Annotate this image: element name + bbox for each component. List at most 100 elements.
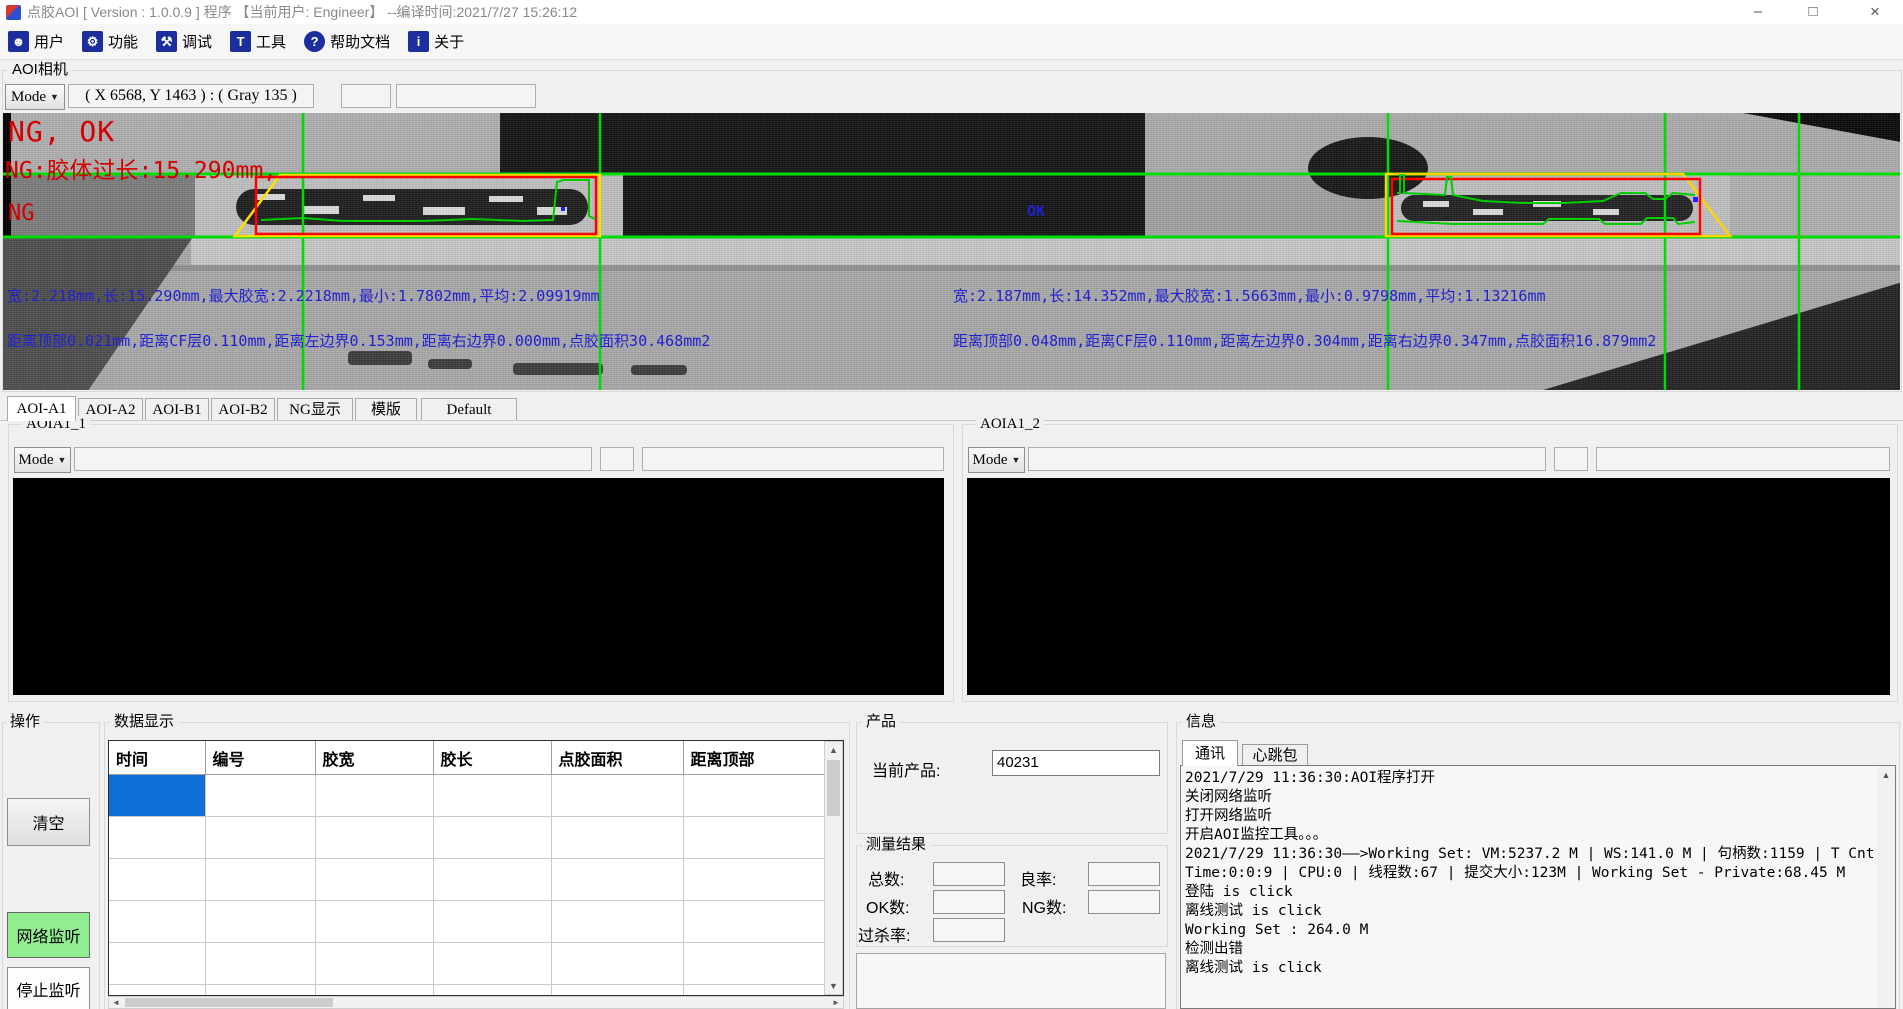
selected-cell[interactable] [109,774,206,817]
scroll-up-icon[interactable]: ▲ [1881,770,1891,780]
col-header-id: 编号 [204,741,316,775]
stop-listen-button[interactable]: 停止监听 [7,967,90,1009]
chevron-down-icon: ▼ [1011,455,1021,465]
info-groupbox [1176,722,1900,1009]
camera-image-region [1145,113,1900,174]
camera-image-region [1730,174,1900,237]
data-display-groupbox [104,722,850,1009]
product-group-label: 产品 [862,714,901,730]
info-icon: i [408,31,430,52]
maximize-button[interactable]: □ [1808,3,1818,20]
aoia1-2-image-pane [967,478,1890,695]
camera-image-region [423,207,465,215]
right-roi-red [1390,177,1702,236]
tab-aoi-a1[interactable]: AOI-A1 [7,396,76,421]
camera-field-3 [396,84,536,108]
aoia1-2-label: AOIA1_2 [976,416,1044,432]
scroll-up-icon[interactable]: ▲ [829,745,838,755]
aoia1-2-field-2 [1554,447,1588,471]
table-hscrollbar[interactable]: ◄ ► [108,996,844,1009]
camera-image-region [363,195,395,201]
scrollbar-thumb[interactable] [827,760,840,816]
tools-icon: T [230,31,252,52]
camera-image-region [348,351,412,365]
aoia1-1-mode-dropdown[interactable]: Mode ▼ [14,447,71,473]
tools-button[interactable]: T 工具 [230,31,286,52]
clear-button[interactable]: 清空 [7,798,90,846]
table-row[interactable] [109,816,826,859]
aoia1-2-mode-dropdown[interactable]: Mode ▼ [968,447,1025,473]
close-button[interactable]: × [1870,2,1880,21]
chevron-down-icon: ▼ [57,455,67,465]
title-bar: 点胶AOI [ Version : 1.0.0.9 ] 程序 【当前用户: En… [0,0,1903,24]
ng-count-label: NG数: [1022,900,1067,917]
camera-field-2 [341,84,391,108]
tab-template[interactable]: 模版 [355,398,417,420]
log-line: 登陆 is click [1185,884,1293,900]
camera-image-region [1473,209,1503,215]
chevron-down-icon: ▼ [50,92,59,102]
ng-message: NG:胶体过长:15.290mm, [5,158,278,184]
tab-aoi-b1[interactable]: AOI-B1 [145,398,209,420]
table-row[interactable] [109,942,826,985]
ok-count-field [933,890,1005,914]
camera-image-region [1308,137,1428,199]
aoia1-2-field-3 [1596,447,1890,471]
table-vscrollbar[interactable]: ▲ ▼ [824,741,843,995]
table-row[interactable] [109,858,826,901]
debug-button[interactable]: ⚒ 调试 [156,31,212,52]
camera-image-region [489,196,523,202]
camera-image-region [3,174,198,237]
ok-count-label: OK数: [866,900,910,917]
table-row[interactable] [109,984,826,995]
camera-image-region [191,237,1900,265]
ok-label: OK [1027,202,1046,220]
col-header-glue-width: 胶宽 [314,741,434,775]
table-row[interactable] [109,774,826,817]
camera-image-region [1423,201,1449,207]
minimize-button[interactable]: – [1753,3,1763,20]
right-roi-yellow [1384,172,1733,238]
scroll-left-icon[interactable]: ◄ [112,998,120,1007]
help-button[interactable]: ? 帮助文档 [304,31,390,52]
data-table[interactable]: 时间 编号 胶宽 胶长 点胶面积 距离顶部 [108,740,844,996]
table-row[interactable] [109,900,826,943]
left-stats-line2: 距离顶部0.021mm,距离CF层0.110mm,距离左边界0.153mm,距离… [7,332,711,350]
aoia1-1-image-pane [13,478,944,695]
current-product-input[interactable]: 40231 [992,750,1160,776]
table-header-row: 时间 编号 胶宽 胶长 点胶面积 距离顶部 [109,741,826,775]
comm-log[interactable]: 2021/7/29 11:36:30:AOI程序打开 关闭网络监听 打开网络监听… [1180,765,1896,1009]
camera-image-region [255,194,285,200]
overkill-field [933,918,1005,942]
tab-default[interactable]: Default [421,398,517,420]
left-glue-contour [260,179,596,223]
right-stats-line2: 距离顶部0.048mm,距离CF层0.110mm,距离左边界0.304mm,距离… [953,332,1657,350]
camera-image[interactable]: NG, OK NG:胶体过长:15.290mm, NG OK 宽:2.218mm… [3,113,1900,390]
current-product-label: 当前产品: [872,763,941,780]
right-glue-contour-top [1397,174,1696,204]
camera-coordinate-field: ( X 6568, Y 1463 ) : ( Gray 135 ) [68,84,314,108]
info-group-label: 信息 [1182,714,1221,730]
function-button[interactable]: ⚙ 功能 [82,31,138,52]
operations-groupbox [2,722,100,1009]
scroll-right-icon[interactable]: ► [832,998,840,1007]
about-button[interactable]: i 关于 [408,31,464,52]
scrollbar-thumb[interactable] [125,998,333,1007]
tab-ng-display[interactable]: NG显示 [277,398,353,420]
log-vscrollbar[interactable]: ▲ [1877,766,1895,1008]
ng-label: NG [8,201,35,226]
tab-heartbeat[interactable]: 心跳包 [1242,744,1308,766]
gear-icon: ⚙ [82,31,104,52]
tab-aoi-b2[interactable]: AOI-B2 [211,398,275,420]
tab-comm[interactable]: 通讯 [1182,740,1238,766]
question-icon: ? [304,31,326,52]
network-listen-button[interactable]: 网络监听 [7,912,90,958]
left-roi-yellow [232,173,602,238]
yield-field [1088,862,1160,886]
scroll-down-icon[interactable]: ▼ [829,981,838,991]
right-stats-line1: 宽:2.187mm,长:14.352mm,最大胶宽:1.5663mm,最小:0.… [953,287,1546,305]
tab-aoi-a2[interactable]: AOI-A2 [78,398,143,420]
user-button[interactable]: ☻ 用户 [8,31,64,52]
camera-mode-dropdown[interactable]: Mode ▼ [5,84,65,110]
